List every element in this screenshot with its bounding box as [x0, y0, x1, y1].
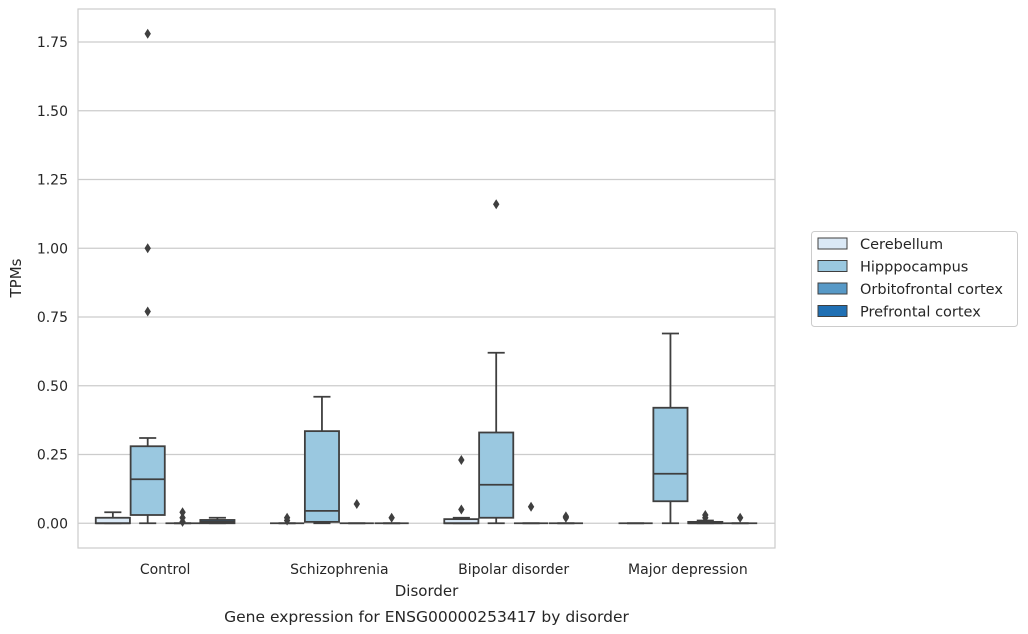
outlier-point	[702, 510, 709, 520]
box-iqr	[652, 406, 689, 503]
y-tick-label: 1.25	[37, 173, 68, 189]
box-group	[443, 455, 480, 525]
legend-frame	[811, 231, 1018, 327]
series-group	[199, 511, 758, 525]
box-group	[165, 507, 200, 527]
outlier-point	[179, 507, 186, 518]
legend-label: Cerebellum	[860, 237, 943, 253]
outlier-point	[458, 455, 465, 465]
x-axis-title: Disorder	[395, 582, 459, 600]
box-group	[548, 511, 583, 525]
outlier-point	[562, 511, 570, 522]
plot-area-frame	[77, 8, 776, 549]
box-group	[129, 28, 166, 525]
chart-caption: Gene expression for ENSG00000253417 by d…	[224, 608, 629, 626]
box-group	[687, 510, 724, 525]
box-group	[303, 395, 340, 525]
box-plot-series	[94, 28, 758, 527]
box-group	[652, 332, 689, 525]
legend-swatch	[817, 260, 848, 272]
box-group	[478, 199, 515, 525]
legend-label: Prefrontal cortex	[860, 305, 981, 321]
legend: Cerebellum Hipppocampus Orbitofrontal cort…	[811, 231, 1018, 327]
box-group	[94, 511, 131, 525]
y-tick-label: 1.00	[37, 241, 68, 257]
outlier-point	[144, 28, 151, 39]
box-group	[513, 501, 549, 525]
legend-label: Hipppocampus	[860, 260, 968, 276]
outlier-point	[493, 199, 500, 210]
x-axis-ticks: Control Schizophrenia Bipolar disorder Majo…	[140, 562, 748, 578]
y-axis-ticks: 0.00 0.25 0.50 0.75 1.00 1.25 1.50 1.75	[37, 35, 68, 532]
box-group	[339, 499, 374, 525]
box-group	[199, 516, 236, 525]
box-group	[723, 512, 758, 525]
y-tick-label: 1.75	[37, 35, 68, 51]
outlier-point	[458, 504, 465, 515]
series-group	[165, 499, 724, 527]
y-tick-label: 0.75	[37, 310, 68, 326]
y-tick-label: 1.50	[37, 104, 68, 120]
y-tick-label: 0.00	[37, 516, 68, 532]
legend-label: Orbitofrontal cortex	[860, 282, 1003, 298]
outlier-point	[144, 243, 151, 254]
legend-swatch	[817, 282, 848, 295]
box-iqr	[129, 445, 166, 516]
legend-swatch	[817, 237, 848, 250]
y-axis-title: TPMs	[7, 258, 25, 298]
outlier-point	[388, 512, 395, 523]
grid-lines	[78, 41, 775, 524]
box-iqr	[478, 431, 515, 519]
outlier-point	[527, 501, 535, 512]
box-iqr	[303, 430, 340, 523]
outlier-point	[179, 512, 186, 523]
x-tick-label: Bipolar disorder	[458, 562, 569, 578]
box-group	[270, 512, 305, 526]
series-group	[94, 455, 653, 526]
outlier-point	[736, 512, 744, 523]
outlier-point	[144, 306, 151, 317]
x-tick-label: Schizophrenia	[290, 562, 388, 578]
outlier-point	[283, 512, 291, 523]
y-tick-label: 0.50	[37, 379, 68, 395]
outlier-point	[353, 499, 360, 509]
series-group	[129, 28, 689, 525]
box-group	[374, 512, 409, 525]
x-tick-label: Control	[140, 562, 191, 578]
y-tick-label: 0.25	[37, 448, 68, 464]
x-tick-label: Major depression	[628, 562, 748, 578]
legend-swatch	[817, 305, 848, 317]
